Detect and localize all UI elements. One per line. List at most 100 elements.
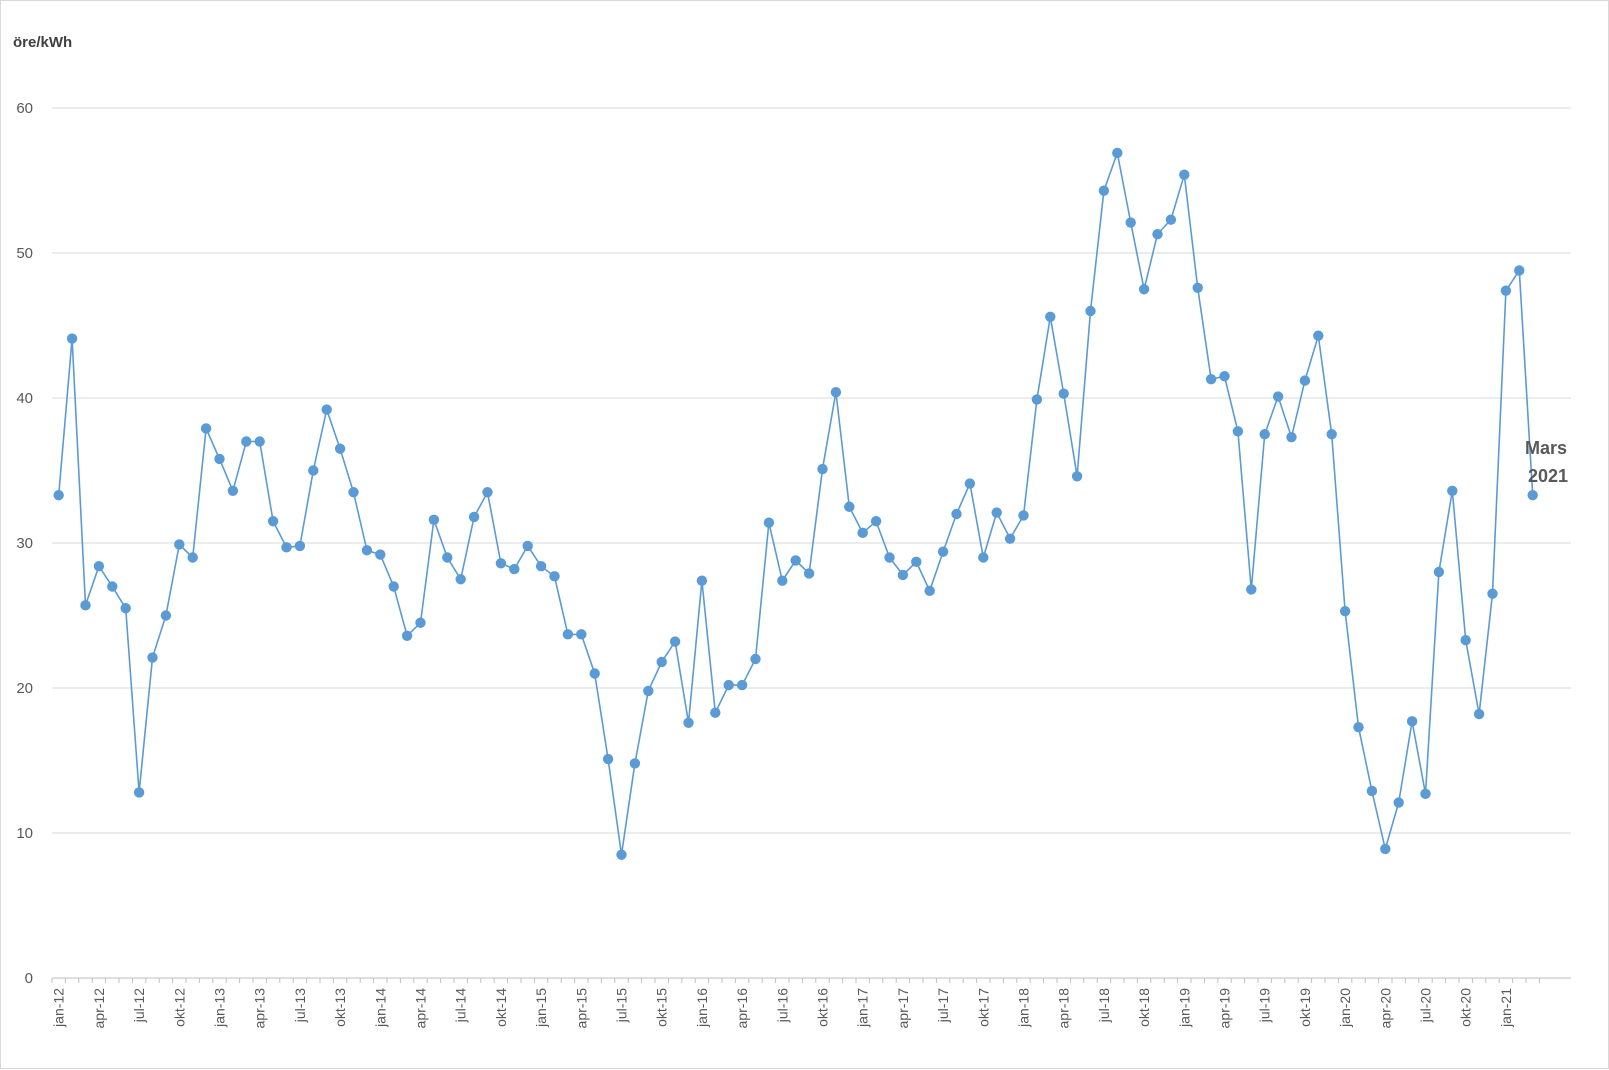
y-tick-label-30: 30 <box>16 535 33 552</box>
data-point <box>1527 489 1538 501</box>
data-point <box>1058 388 1069 399</box>
data-point <box>1112 147 1123 159</box>
annotation-line2: 2021 <box>1528 466 1568 486</box>
x-axis <box>51 977 1571 983</box>
x-tick-label-jan-14: jan-14 <box>372 988 388 1028</box>
data-point <box>911 556 922 568</box>
data-point <box>857 527 868 539</box>
x-tick-label-jan-15: jan-15 <box>533 988 549 1028</box>
data-point <box>937 546 949 557</box>
data-point <box>1406 716 1418 727</box>
x-tick-label-okt-19: okt-19 <box>1297 988 1313 1027</box>
data-point <box>844 501 855 512</box>
data-point <box>227 485 239 496</box>
data-point <box>93 561 105 572</box>
data-point <box>174 539 185 550</box>
data-point <box>1393 797 1404 808</box>
x-tick-label-jan-18: jan-18 <box>1016 988 1032 1028</box>
data-point <box>830 387 842 398</box>
data-point <box>1473 708 1485 720</box>
data-point <box>1004 533 1016 544</box>
data-point <box>549 571 560 582</box>
data-point <box>495 558 507 569</box>
x-tick-label-okt-18: okt-18 <box>1136 988 1152 1027</box>
data-point <box>589 668 600 679</box>
data-point <box>361 545 373 556</box>
data-point <box>321 404 332 415</box>
data-point <box>1045 311 1056 322</box>
data-point <box>897 569 909 581</box>
data-point <box>817 463 828 475</box>
data-point <box>1500 285 1512 296</box>
y-tick-label-20: 20 <box>16 680 33 697</box>
data-point <box>334 443 346 454</box>
data-point <box>160 610 172 621</box>
data-point <box>616 849 627 860</box>
x-tick-label-jan-13: jan-13 <box>212 988 228 1028</box>
data-point <box>415 617 426 628</box>
data-point <box>522 540 533 552</box>
x-tick-label-apr-13: apr-13 <box>252 988 268 1029</box>
data-point <box>214 453 225 465</box>
data-point <box>1272 391 1284 402</box>
data-point <box>267 516 279 527</box>
data-point <box>1125 217 1136 228</box>
x-tick-label-okt-15: okt-15 <box>654 988 670 1027</box>
x-tick-label-okt-16: okt-16 <box>815 988 831 1027</box>
x-tick-label-jan-19: jan-19 <box>1176 988 1192 1028</box>
data-point <box>1232 426 1244 437</box>
data-point <box>442 552 453 563</box>
data-point <box>1380 843 1391 855</box>
data-point <box>509 563 520 575</box>
data-point <box>656 656 667 668</box>
data-point <box>147 652 158 663</box>
x-tick-label-apr-12: apr-12 <box>91 988 107 1029</box>
data-point <box>254 436 265 447</box>
data-point <box>736 679 748 691</box>
x-tick-label-apr-16: apr-16 <box>734 988 750 1029</box>
data-point <box>482 487 493 498</box>
data-point <box>1138 284 1150 295</box>
x-tick-label-okt-17: okt-17 <box>975 988 991 1027</box>
data-point <box>375 549 386 560</box>
x-tick-label-jul-16: jul-16 <box>774 988 790 1023</box>
x-tick-label-jul-12: jul-12 <box>131 988 147 1023</box>
data-point <box>308 465 319 476</box>
y-axis-tick-labels: 0 10 20 30 40 50 60 <box>16 100 33 987</box>
data-point <box>1460 634 1471 646</box>
data-point <box>951 508 962 520</box>
y-tick-label-40: 40 <box>16 390 33 407</box>
data-point <box>187 552 198 563</box>
x-tick-label-okt-12: okt-12 <box>171 988 187 1027</box>
data-point <box>1487 588 1498 599</box>
data-point <box>991 507 1002 518</box>
x-tick-label-okt-14: okt-14 <box>493 988 509 1027</box>
data-point <box>723 679 734 691</box>
data-point <box>576 629 587 640</box>
data-point <box>1205 373 1217 385</box>
data-point <box>1152 228 1163 240</box>
series-price <box>53 147 1538 860</box>
data-point <box>1286 431 1297 443</box>
x-tick-label-jul-20: jul-20 <box>1418 988 1434 1023</box>
data-point <box>1071 471 1083 482</box>
x-tick-label-apr-19: apr-19 <box>1217 988 1233 1029</box>
gridlines <box>52 107 1571 834</box>
data-point <box>1366 785 1378 797</box>
data-point <box>1299 375 1311 386</box>
data-point <box>53 489 64 501</box>
x-tick-label-jul-15: jul-15 <box>614 988 630 1023</box>
data-point <box>629 758 641 769</box>
x-tick-label-jan-20: jan-20 <box>1337 988 1353 1028</box>
data-point <box>535 561 547 572</box>
data-point <box>1219 371 1230 382</box>
data-point <box>1018 510 1029 521</box>
data-point <box>241 436 252 447</box>
data-point <box>1514 265 1525 276</box>
data-point <box>348 487 359 498</box>
data-point <box>1326 429 1337 440</box>
y-tick-label-50: 50 <box>16 245 33 262</box>
data-point <box>1246 584 1257 595</box>
x-tick-label-jan-21: jan-21 <box>1498 988 1514 1028</box>
